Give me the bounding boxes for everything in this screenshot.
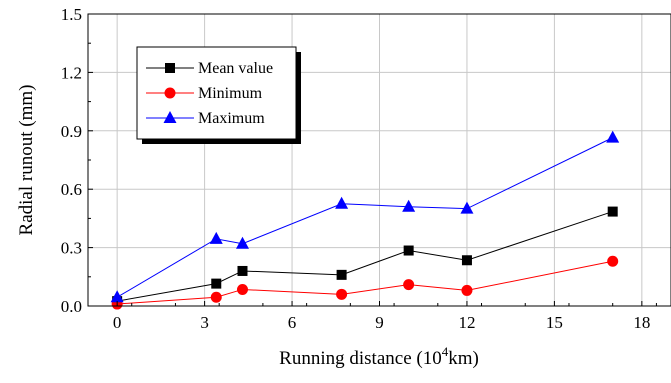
- series-line-maximum: [116, 137, 613, 298]
- series-line-minimum: [117, 260, 613, 305]
- data-point-mean-value: [461, 255, 472, 266]
- y-tick-label: 1.2: [61, 63, 82, 82]
- data-point-minimum: [607, 255, 619, 267]
- series-line-mean-value: [117, 211, 613, 302]
- data-point-minimum: [236, 283, 248, 295]
- series-layer: [110, 130, 620, 310]
- x-axis-label-unit: km): [448, 348, 479, 369]
- data-point-maximum: [402, 199, 416, 212]
- x-tick-label: 15: [546, 313, 563, 332]
- y-tick-label: 0.9: [61, 122, 82, 141]
- legend-label-mean-value: Mean value: [198, 60, 273, 77]
- axis-ticks: 0 3 6 9 12 15 18 0.0 0.3 0.6 0.9 1.2 1.5: [61, 5, 657, 332]
- legend-marker-mean-value: [165, 63, 175, 73]
- y-tick-label: 1.5: [61, 5, 82, 24]
- legend-label-maximum: Maximum: [198, 110, 265, 127]
- data-point-maximum: [606, 130, 620, 143]
- x-tick-label: 6: [288, 313, 297, 332]
- y-tick-label: 0.0: [61, 297, 82, 316]
- data-point-minimum: [461, 284, 473, 296]
- x-axis-label-main: Running distance (10: [279, 348, 442, 369]
- data-point-maximum: [110, 290, 124, 303]
- data-point-mean-value: [403, 245, 414, 256]
- data-point-mean-value: [211, 278, 222, 289]
- legend-label-minimum: Minimum: [198, 85, 263, 102]
- data-point-mean-value: [607, 206, 618, 217]
- y-tick-label: 0.3: [61, 239, 82, 258]
- data-point-maximum: [460, 201, 474, 214]
- legend-items: Mean value Minimum Maximum: [146, 60, 273, 127]
- data-point-minimum: [210, 291, 222, 303]
- x-tick-label: 0: [113, 313, 122, 332]
- y-axis-label: Radial runout (mm): [16, 85, 37, 236]
- legend-marker-minimum: [164, 87, 176, 99]
- data-point-maximum: [235, 236, 249, 249]
- data-point-maximum: [209, 231, 223, 244]
- data-point-maximum: [335, 196, 349, 209]
- x-tick-label: 3: [200, 313, 209, 332]
- x-axis-label: Running distance (104km): [279, 344, 479, 369]
- x-tick-label: 12: [458, 313, 475, 332]
- data-point-mean-value: [336, 269, 347, 280]
- legend: Mean value Minimum Maximum: [136, 46, 301, 144]
- data-point-minimum: [336, 288, 348, 300]
- data-point-minimum: [403, 279, 415, 291]
- x-axis-label-superscript: 4: [442, 344, 449, 359]
- x-tick-label: 18: [633, 313, 650, 332]
- data-point-mean-value: [237, 265, 248, 276]
- y-tick-label: 0.6: [61, 180, 82, 199]
- x-tick-label: 9: [375, 313, 384, 332]
- legend-marker-maximum: [163, 111, 177, 123]
